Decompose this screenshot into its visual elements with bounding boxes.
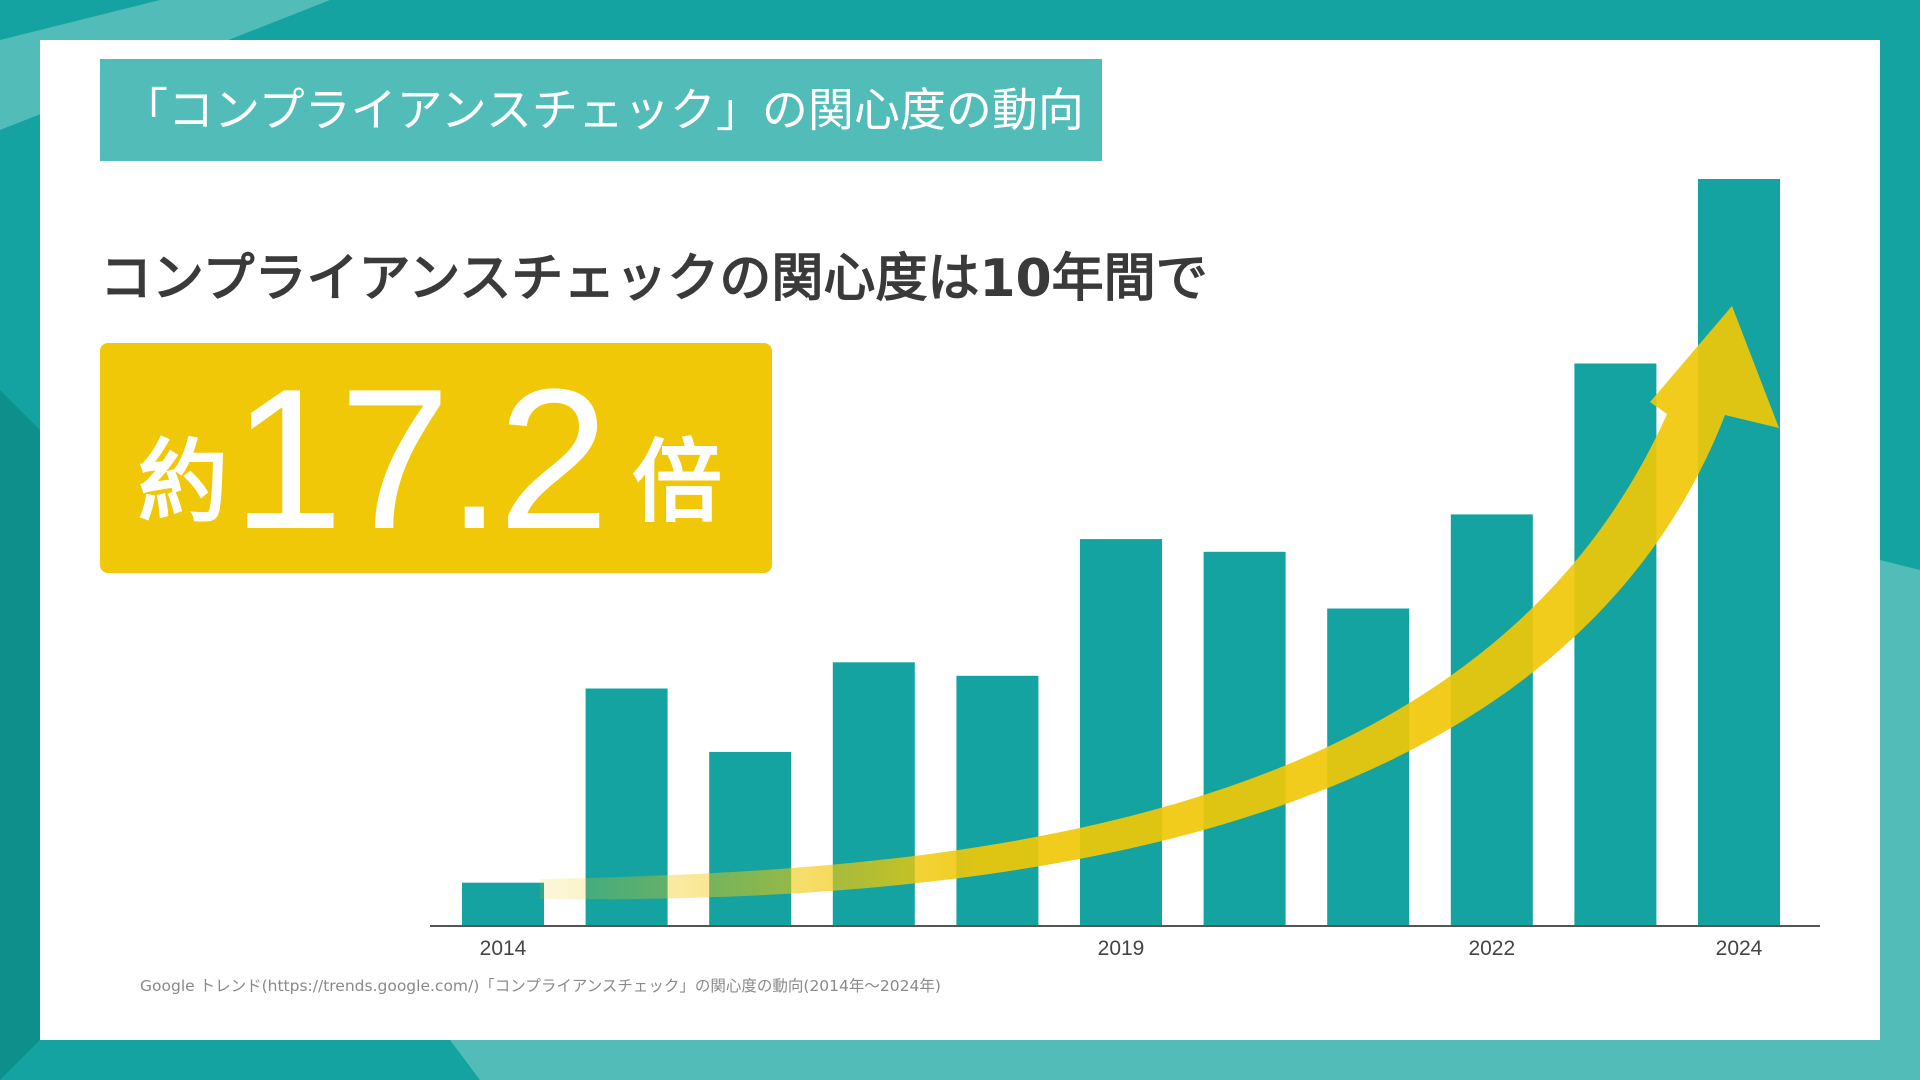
source-note: Google トレンド(https://trends.google.com/)「… [140, 977, 941, 995]
badge-suffix: 倍 [632, 430, 722, 535]
badge-prefix: 約 [138, 430, 228, 535]
x-tick-label-2024: 2024 [1716, 937, 1763, 960]
badge-value: 17.2 [232, 348, 609, 571]
x-tick-label-2019: 2019 [1098, 937, 1145, 960]
bar-2014 [462, 882, 544, 926]
bar-2023 [1574, 363, 1657, 926]
bar-2018 [956, 675, 1039, 926]
x-tick-label-2014: 2014 [480, 937, 527, 960]
title-band: 「コンプライアンスチェック」の関心度の動向 [100, 59, 1102, 161]
bar-2020 [1203, 551, 1286, 926]
headline: コンプライアンスチェックの関心度は10年間で [100, 249, 1208, 309]
highlight-badge: 約 17.2 倍 [100, 343, 772, 573]
x-tick-label-2022: 2022 [1468, 937, 1515, 960]
bar-2022 [1450, 514, 1533, 926]
bar-2019 [1080, 539, 1162, 926]
bar-2016 [709, 751, 792, 926]
bar-2024 [1698, 179, 1780, 926]
